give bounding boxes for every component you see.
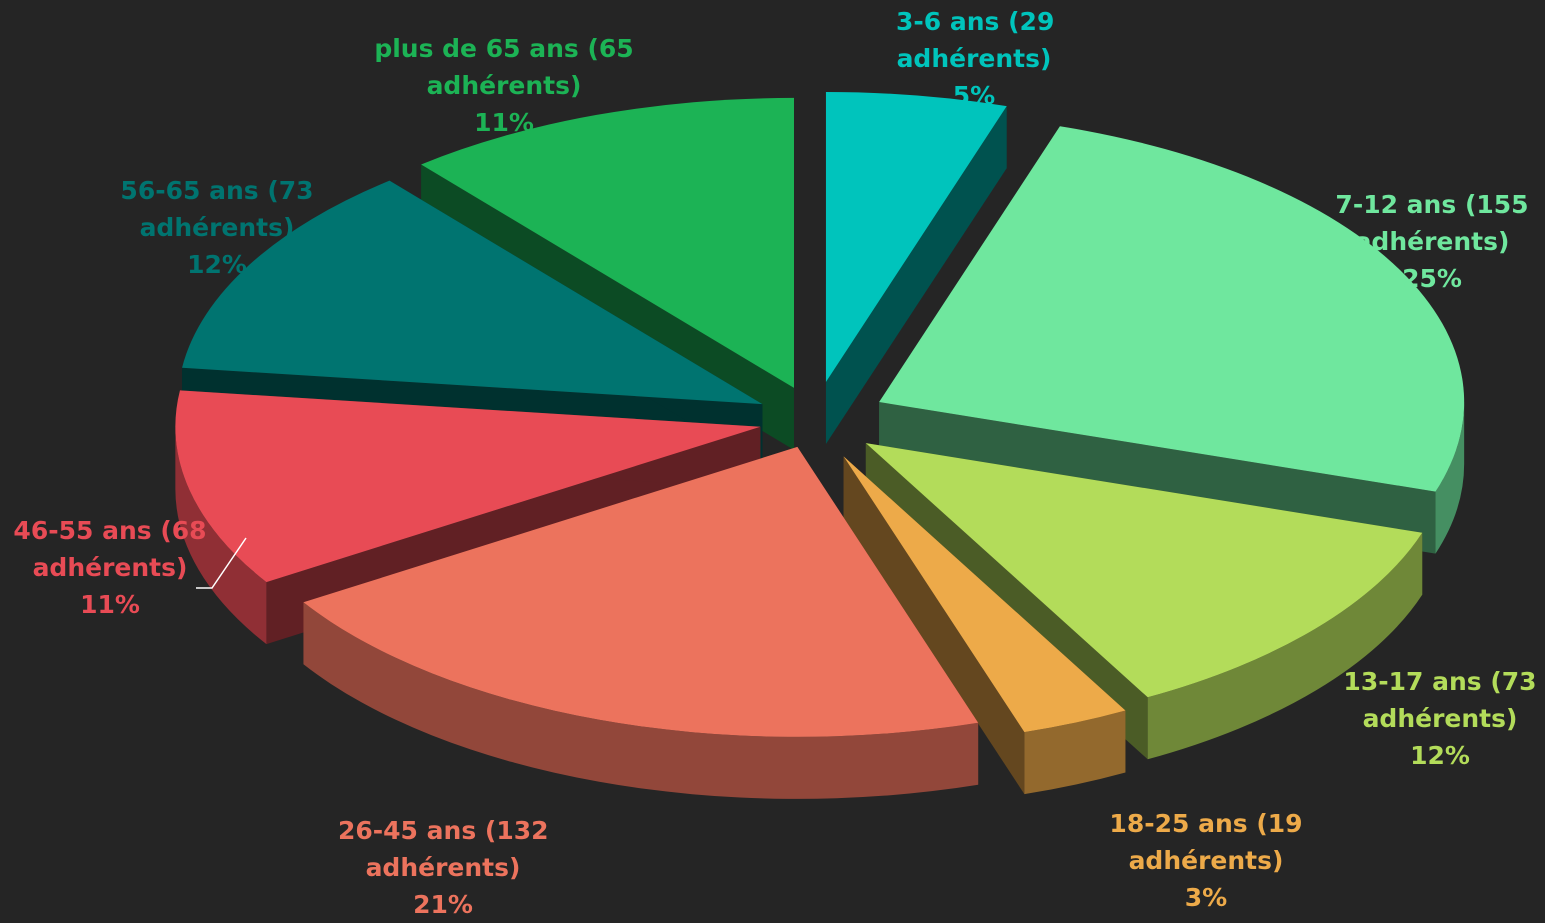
slice-4 xyxy=(303,446,979,799)
label-line2: adhérents) xyxy=(1128,846,1284,875)
slice-rim xyxy=(1024,710,1126,795)
label-percent: 12% xyxy=(1410,741,1470,770)
label-percent: 21% xyxy=(413,890,473,919)
label-46-55-ans: 46-55 ans (68 adhérents) 11% xyxy=(10,512,210,623)
label-line1: plus de 65 ans (65 xyxy=(374,34,634,63)
slice-0 xyxy=(825,91,1007,444)
label-percent: 5% xyxy=(952,81,996,110)
slice-top xyxy=(421,97,794,388)
label-line2: adhérents) xyxy=(1354,227,1510,256)
label-line1: 46-55 ans (68 xyxy=(13,516,207,545)
slice-top xyxy=(303,446,979,737)
label-3-6-ans: 3-6 ans (29 adhérents) 5% xyxy=(896,3,1055,114)
label-line2: adhérents) xyxy=(32,553,188,582)
label-line2: adhérents) xyxy=(426,71,582,100)
label-18-25-ans: 18-25 ans (19 adhérents) 3% xyxy=(1104,805,1308,916)
label-13-17-ans: 13-17 ans (73 adhérents) 12% xyxy=(1340,663,1540,774)
label-7-12-ans: 7-12 ans (155 adhérents) 25% xyxy=(1332,186,1532,297)
label-26-45-ans: 26-45 ans (132 adhérents) 21% xyxy=(338,812,549,923)
slice-rim xyxy=(303,602,979,799)
label-56-65-ans: 56-65 ans (73 adhérents) 12% xyxy=(112,172,322,283)
slice-top xyxy=(843,456,1126,733)
slice-rim xyxy=(175,426,267,645)
slice-top xyxy=(879,126,1465,492)
slice-top xyxy=(175,390,761,583)
label-line2: adhérents) xyxy=(365,853,521,882)
slice-3 xyxy=(843,456,1126,795)
label-line1: 56-65 ans (73 xyxy=(120,176,314,205)
slice-top xyxy=(865,443,1423,698)
label-line2: adhérents) xyxy=(896,44,1052,73)
label-percent: 12% xyxy=(187,250,247,279)
label-percent: 11% xyxy=(474,108,534,137)
label-leader-line xyxy=(196,537,247,589)
label-line1: 7-12 ans (155 xyxy=(1335,190,1529,219)
slice-rim xyxy=(1435,402,1465,554)
slice-rim xyxy=(1147,532,1423,760)
label-line1: 26-45 ans (132 xyxy=(338,816,549,845)
label-percent: 25% xyxy=(1402,264,1462,293)
label-line1: 13-17 ans (73 xyxy=(1343,667,1537,696)
label-line1: 3-6 ans (29 xyxy=(896,7,1055,36)
slice-top xyxy=(182,180,763,405)
label-line1: 18-25 ans (19 xyxy=(1109,809,1303,838)
slice-top xyxy=(825,91,1007,382)
label-plus-de-65-ans: plus de 65 ans (65 adhérents) 11% xyxy=(364,30,644,141)
label-line2: adhérents) xyxy=(1362,704,1518,733)
label-line2: adhérents) xyxy=(139,213,295,242)
label-percent: 11% xyxy=(80,590,140,619)
slice-wall xyxy=(843,456,1025,795)
label-percent: 3% xyxy=(1184,883,1228,912)
slice-wall xyxy=(825,106,1007,444)
